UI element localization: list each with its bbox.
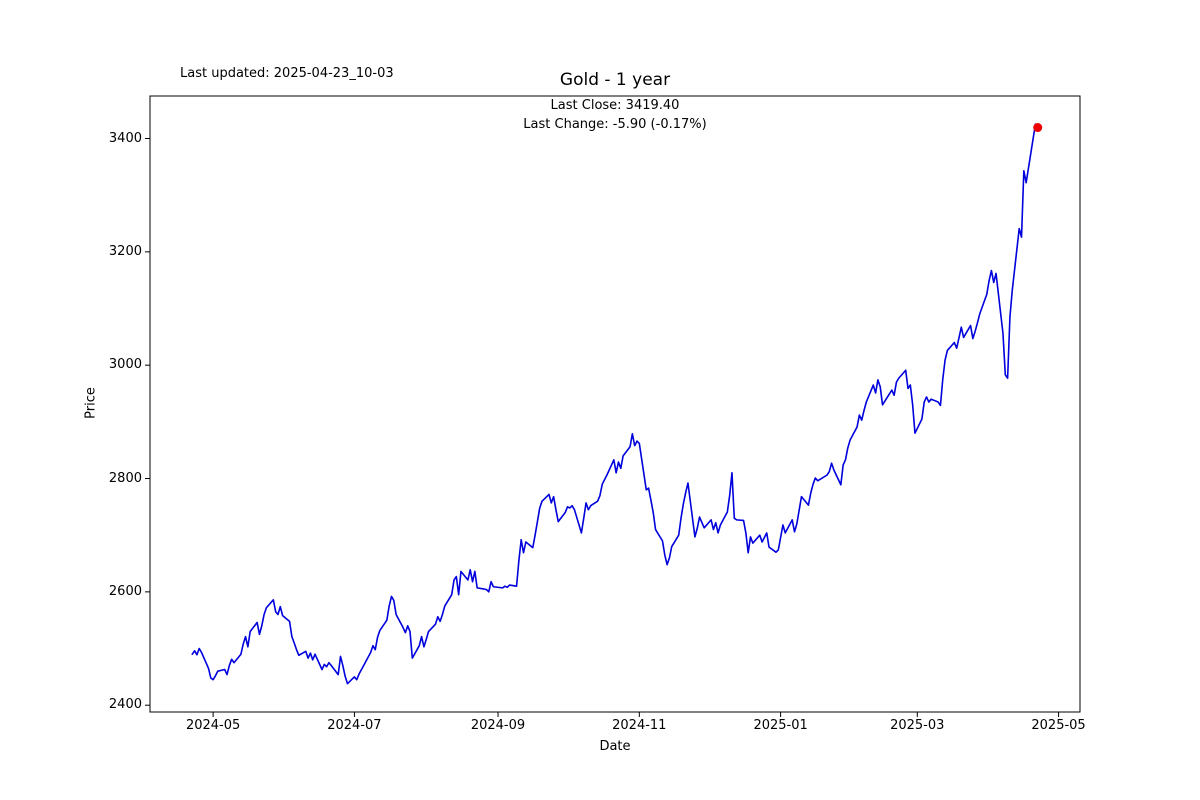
y-tick-label: 2400 xyxy=(108,697,142,713)
last-updated-label: Last updated: 2025-04-23_10-03 xyxy=(180,66,394,81)
x-tick-label: 2024-11 xyxy=(612,718,667,733)
y-tick-label: 3400 xyxy=(108,130,142,146)
price-line xyxy=(191,123,1039,685)
x-tick-label: 2025-01 xyxy=(753,718,808,733)
x-tick-label: 2025-03 xyxy=(890,718,945,733)
last-price-marker xyxy=(1033,123,1043,133)
x-tick-label: 2024-07 xyxy=(327,718,382,733)
annotation-last-change: Last Change: -5.90 (-0.17%) xyxy=(523,117,707,132)
y-tick-label: 3000 xyxy=(108,357,142,373)
y-tick-label: 3200 xyxy=(108,243,142,259)
x-tick-label: 2024-05 xyxy=(185,718,241,733)
y-tick-label: 2800 xyxy=(108,470,142,486)
x-tick-label: 2025-05 xyxy=(1031,718,1086,733)
chart-title: Gold - 1 year xyxy=(559,70,671,90)
y-tick-label: 2600 xyxy=(108,583,142,599)
x-tick-label: 2024-09 xyxy=(470,718,526,733)
plot-border xyxy=(149,95,1081,713)
annotation-last-close: Last Close: 3419.40 xyxy=(550,98,680,113)
y-axis-label: Price xyxy=(83,387,99,419)
x-axis-label: Date xyxy=(599,739,631,754)
